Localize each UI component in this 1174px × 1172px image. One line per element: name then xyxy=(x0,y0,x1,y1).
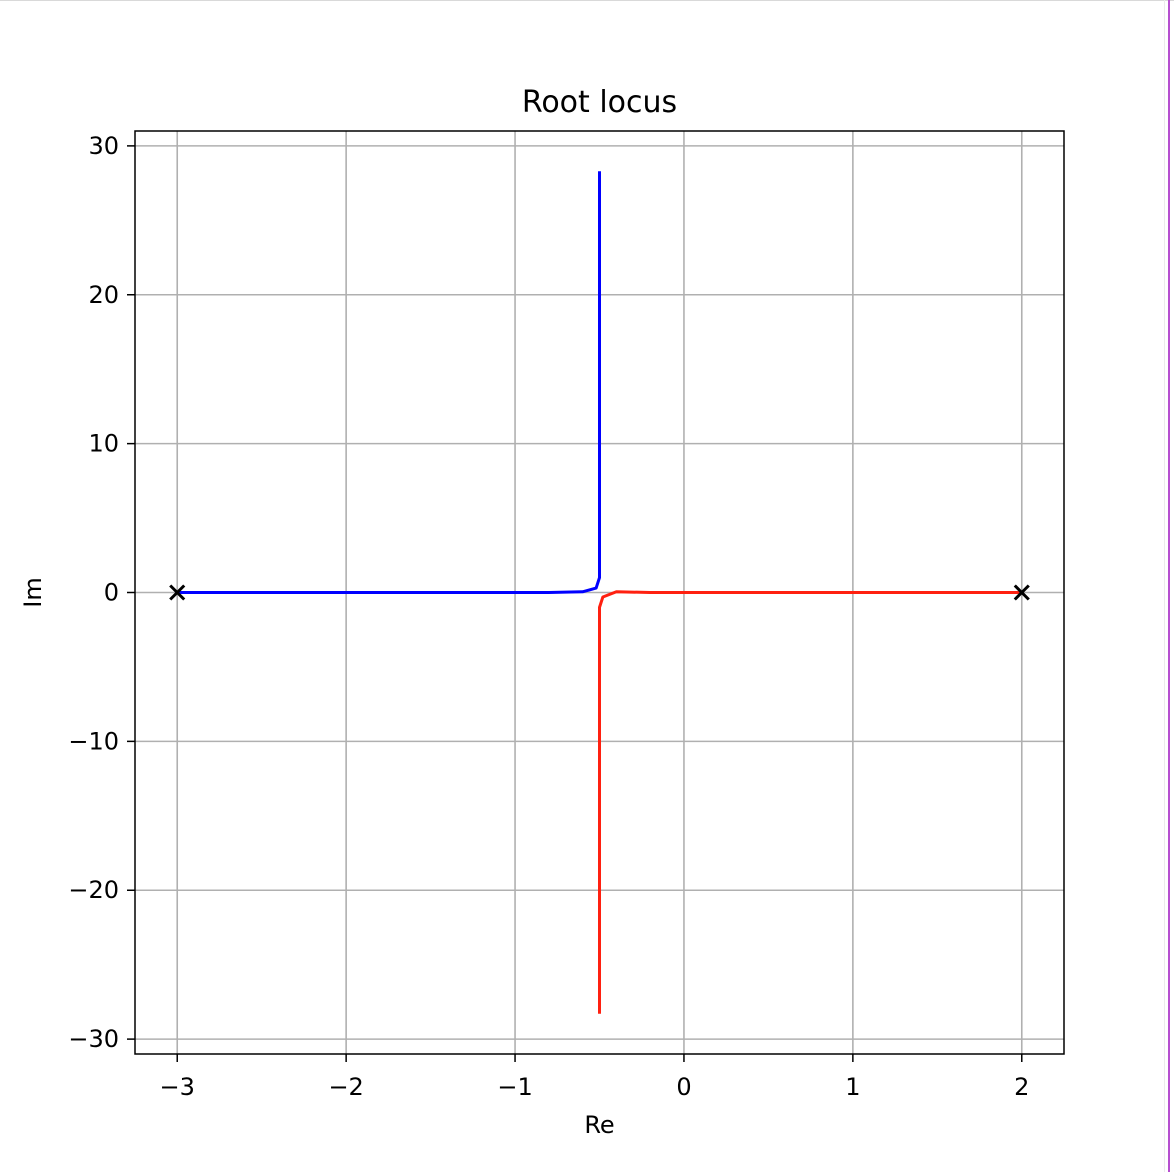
x-tick-label-4: 1 xyxy=(845,1073,860,1101)
y-tick-label-4: 10 xyxy=(88,430,119,458)
window-top-border xyxy=(0,0,1174,1)
pole-marker-0 xyxy=(169,584,186,601)
x-axis-label: Re xyxy=(584,1111,614,1139)
y-tick-label-3: 0 xyxy=(104,579,119,607)
pole-markers xyxy=(169,584,1030,601)
locus-branch-1 xyxy=(598,590,1022,1014)
window-inner-border xyxy=(1164,0,1165,1172)
y-axis-label: Im xyxy=(19,577,47,607)
x-tick-label-1: −2 xyxy=(328,1073,363,1101)
x-tick-label-0: −3 xyxy=(160,1073,195,1101)
locus-branch-0 xyxy=(177,171,601,594)
chart-title: Root locus xyxy=(522,85,677,120)
window-right-border xyxy=(1168,0,1170,1172)
y-tick-label-6: 30 xyxy=(88,132,119,160)
plot-lines xyxy=(177,171,1022,1014)
y-tick-label-2: −10 xyxy=(68,727,119,755)
x-tick-label-3: 0 xyxy=(676,1073,691,1101)
y-tick-label-5: 20 xyxy=(88,281,119,309)
y-tick-label-0: −30 xyxy=(68,1025,119,1053)
x-tick-label-5: 2 xyxy=(1014,1073,1029,1101)
y-tick-label-1: −20 xyxy=(68,876,119,904)
x-tick-label-2: −1 xyxy=(497,1073,532,1101)
pole-marker-1 xyxy=(1013,584,1030,601)
